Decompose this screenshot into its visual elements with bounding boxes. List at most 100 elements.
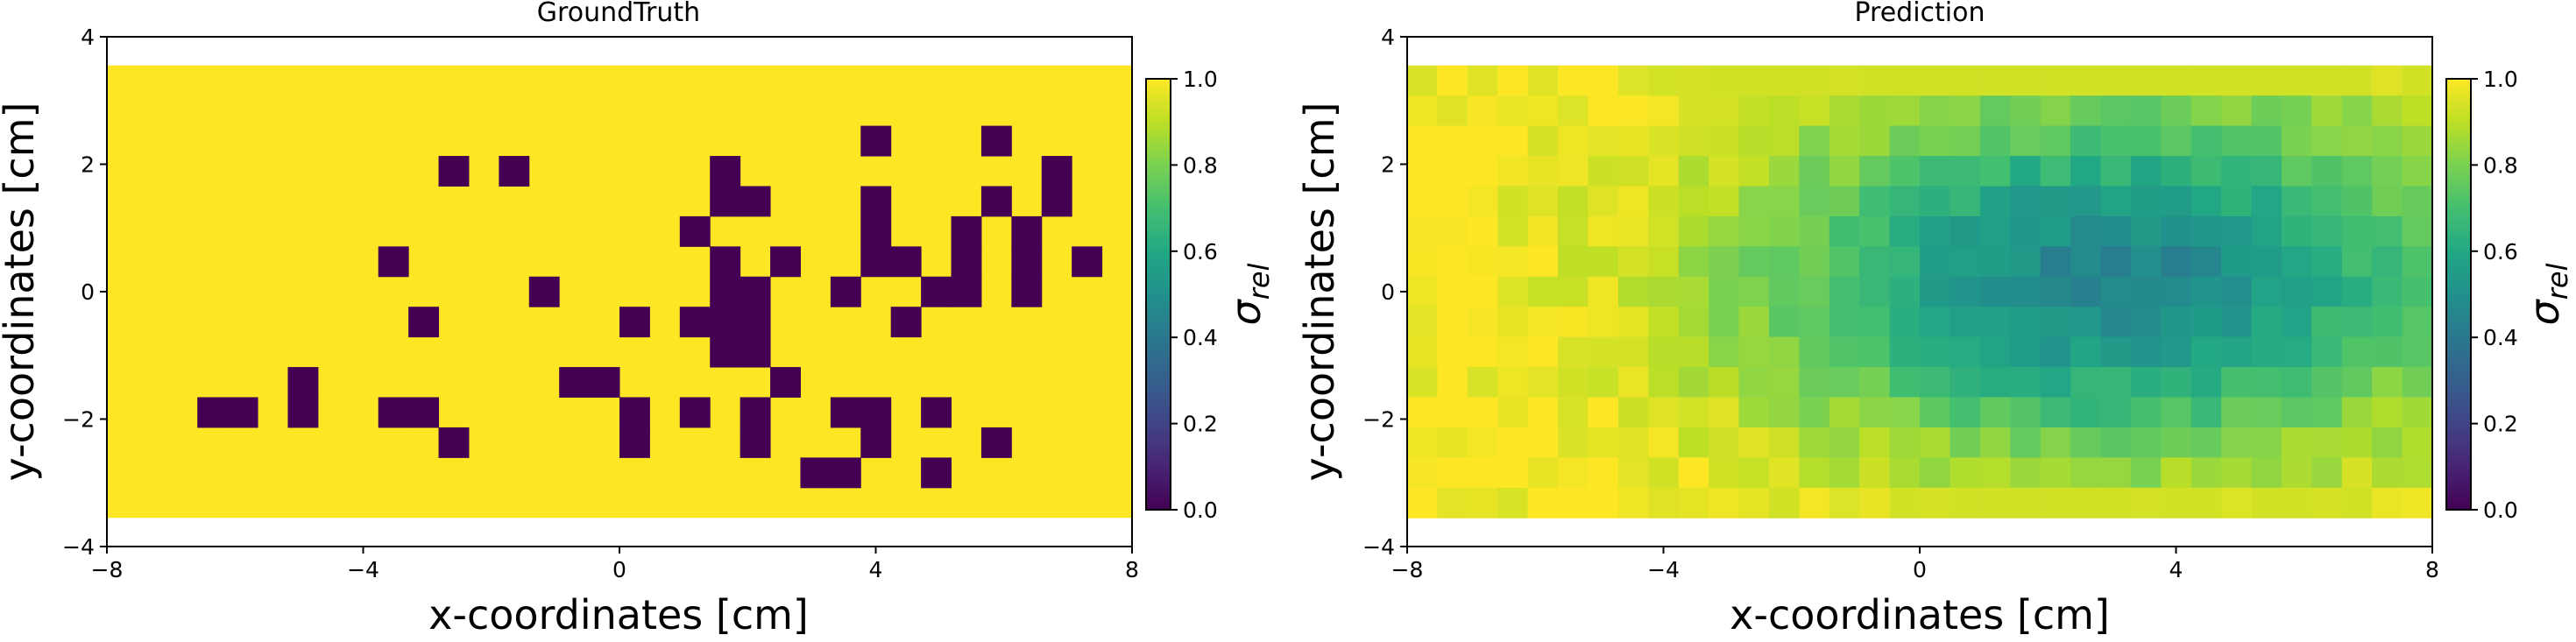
heatmap-cell <box>1829 276 1860 307</box>
heatmap-cell <box>1738 397 1770 428</box>
heatmap-cell <box>1407 95 1438 127</box>
heatmap-cell <box>1011 215 1043 247</box>
heatmap-cell <box>1558 156 1589 187</box>
heatmap-cell <box>1799 367 1830 399</box>
x-axis-ticks: −8 −4 0 4 8 <box>1391 547 2439 582</box>
heatmap-cell <box>2010 246 2042 278</box>
heatmap-cell <box>1437 95 1468 127</box>
heatmap-cell <box>1768 457 1800 489</box>
heatmap-cell <box>1829 215 1860 247</box>
heatmap-cell <box>2100 246 2132 278</box>
heatmap-cell <box>1497 186 1529 217</box>
heatmap-cell <box>2100 397 2132 428</box>
heatmap-cell <box>1407 457 1438 489</box>
heatmap-cell <box>1709 95 1740 127</box>
heatmap-cell <box>710 276 741 307</box>
heatmap-cell <box>2251 307 2282 338</box>
heatmap-cell <box>2281 125 2312 157</box>
heatmap-cell <box>2190 156 2222 187</box>
heatmap-cell <box>1920 367 1950 399</box>
heatmap-cell <box>1588 156 1619 187</box>
heatmap-cell <box>2402 336 2433 368</box>
heatmap-cell <box>1588 487 1619 519</box>
y-tick-label: 0 <box>81 279 95 305</box>
heatmap-cell <box>2161 246 2192 278</box>
heatmap-cell <box>1738 65 1770 96</box>
heatmap-cell <box>2311 487 2343 519</box>
heatmap-cell <box>860 246 892 278</box>
heatmap-cell <box>1859 246 1891 278</box>
heatmap-cell <box>1979 487 2011 519</box>
heatmap-cell <box>1467 125 1498 157</box>
heatmap-cell <box>2070 186 2101 217</box>
heatmap-cell <box>1859 336 1891 368</box>
heatmap-cell <box>1437 336 1468 368</box>
heatmap-cell <box>740 427 771 458</box>
heatmap-cell <box>740 186 771 217</box>
x-axis-label: x-coordinates [cm] <box>428 591 809 638</box>
colorbar-tick-label: 0.2 <box>1183 412 1218 437</box>
heatmap-cell <box>1709 336 1740 368</box>
heatmap-cell <box>710 186 741 217</box>
heatmap-cell <box>2161 397 2192 428</box>
heatmap-cell <box>2040 397 2071 428</box>
heatmap-cell <box>2190 397 2222 428</box>
heatmap-cell <box>2190 276 2222 307</box>
heatmap-cell <box>2341 307 2373 338</box>
heatmap-cell <box>2311 125 2343 157</box>
colorbar: 0.0 0.2 0.4 0.6 0.8 1.0 σrel <box>1145 67 1276 523</box>
heatmap-cell <box>2372 367 2403 399</box>
heatmap-cell <box>1920 156 1950 187</box>
heatmap-cell <box>1738 427 1770 458</box>
heatmap-cell <box>1738 215 1770 247</box>
heatmap-cell <box>679 307 711 338</box>
heatmap-cell <box>679 215 711 247</box>
heatmap-cell <box>1437 276 1468 307</box>
heatmap-cell <box>2311 307 2343 338</box>
heatmap-cell <box>1407 307 1438 338</box>
x-tick-label: −8 <box>1391 557 1424 582</box>
heatmap-cell <box>1738 276 1770 307</box>
heatmap-cell <box>2190 367 2222 399</box>
heatmap-cell <box>1588 215 1619 247</box>
heatmap-cell <box>1617 156 1649 187</box>
heatmap-cell <box>1617 186 1649 217</box>
heatmap-cell <box>921 276 952 307</box>
heatmap-cell <box>1437 246 1468 278</box>
heatmap-cell <box>1768 427 1800 458</box>
heatmap-cell <box>1889 246 1921 278</box>
heatmap-cell <box>1467 487 1498 519</box>
heatmap-cell <box>1617 487 1649 519</box>
heatmap-cell <box>2402 186 2433 217</box>
heatmap-cell <box>2161 65 2192 96</box>
heatmap-cell <box>1829 457 1860 489</box>
heatmap-cell <box>1437 427 1468 458</box>
heatmap-cell <box>1979 215 2011 247</box>
heatmap-cell <box>1859 307 1891 338</box>
heatmap-cell <box>1709 457 1740 489</box>
heatmap-cell <box>1588 427 1619 458</box>
heatmap-cell <box>1799 246 1830 278</box>
heatmap-cell <box>2372 95 2403 127</box>
heatmap-cell <box>1558 215 1589 247</box>
heatmap-cell <box>1799 186 1830 217</box>
heatmap-cell <box>2040 65 2071 96</box>
x-axis-ticks: −8 −4 0 4 8 <box>91 547 1139 582</box>
heatmap-cell <box>2190 457 2222 489</box>
heatmap-cell <box>2040 186 2071 217</box>
heatmap-cell <box>1738 246 1770 278</box>
heatmap-cell <box>1889 336 1921 368</box>
heatmap-cell <box>951 276 982 307</box>
heatmap-cell <box>1467 246 1498 278</box>
heatmap-cell <box>2190 427 2222 458</box>
heatmap-cell <box>2311 65 2343 96</box>
heatmap-cell <box>1467 95 1498 127</box>
heatmap-cell <box>1527 215 1559 247</box>
heatmap-cell <box>1768 125 1800 157</box>
heatmap-cell <box>2311 457 2343 489</box>
heatmap-cell <box>2130 427 2162 458</box>
heatmap-cell <box>1527 457 1559 489</box>
heatmap-cell <box>1588 307 1619 338</box>
colorbar-tick-label: 0.0 <box>2483 497 2518 523</box>
heatmap-cell <box>2190 336 2222 368</box>
